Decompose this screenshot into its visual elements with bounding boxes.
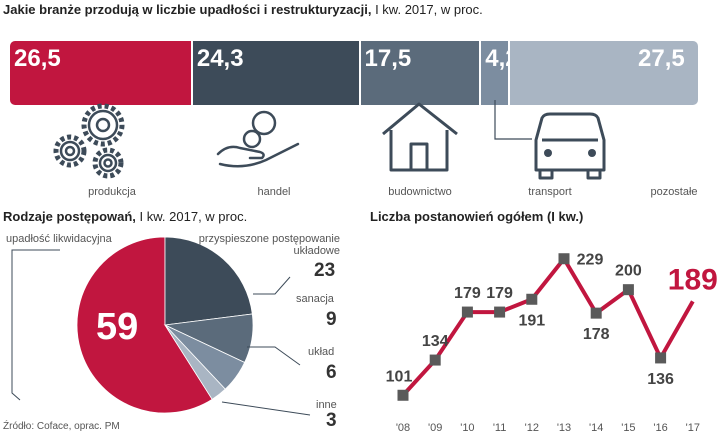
pie-slice-likwidacyjna <box>76 236 213 414</box>
industries-title-bold: Jakie branże przodują w liczbie upadłośc… <box>3 2 372 17</box>
bar-value-budownictwo: 17,5 <box>364 45 412 72</box>
data-label-'17: 189 <box>668 263 718 296</box>
leader-line-uklad <box>247 346 301 366</box>
data-point-'14 <box>590 307 602 319</box>
bar-segment-handel <box>192 41 359 105</box>
category-budownictwo: budownictwo <box>388 186 452 198</box>
x-tick-'08: '08 <box>396 422 410 434</box>
data-point-'09 <box>429 354 441 366</box>
pie-value-uklad: 6 <box>326 362 337 383</box>
x-tick-'16: '16 <box>653 422 667 434</box>
data-label-'14: 178 <box>583 326 610 343</box>
pie-label-przyspieszone-line1: przyspieszone postępowanie <box>198 233 340 245</box>
data-point-'11 <box>494 306 506 318</box>
bar-segment-produkcja <box>10 41 191 105</box>
pie-value-przyspieszone: 23 <box>314 260 336 281</box>
data-point-'13 <box>558 253 570 265</box>
procedures-title: Rodzaje postępowań, I kw. 2017, w proc. <box>3 209 247 224</box>
data-label-'12: 191 <box>518 312 545 329</box>
data-label-'08: 101 <box>386 368 413 385</box>
data-label-'16: 136 <box>647 371 674 388</box>
industries-title: Jakie branże przodują w liczbie upadłośc… <box>3 2 483 17</box>
pie-label-likwidacyjna: upadłość likwidacyjna <box>6 233 112 245</box>
x-tick-'17: '17 <box>686 422 700 434</box>
pie-slice-inne <box>164 324 226 400</box>
line-chart: 101 '08 134 '09 179 '10 179 '11 191 '12 229 '13 178 '… <box>386 252 718 434</box>
bar-value-pozostałe: 27,5 <box>638 45 685 72</box>
gears-icon <box>53 103 125 179</box>
x-tick-'10: '10 <box>460 422 474 434</box>
data-point-'08 <box>397 389 409 401</box>
bar-segment-transport <box>481 41 509 105</box>
x-tick-'13: '13 <box>557 422 571 434</box>
category-pozostale: pozostałe <box>650 186 698 198</box>
house-icon <box>382 102 458 172</box>
data-label-'11: 179 <box>486 285 513 302</box>
pie-label-uklad: układ <box>308 346 335 358</box>
category-transport: transport <box>528 186 572 198</box>
bar-segment-pozostałe <box>510 41 698 105</box>
data-point-'16 <box>655 352 667 364</box>
x-tick-'15: '15 <box>621 422 635 434</box>
pie-label-przyspieszone-line2: układowe <box>293 245 340 257</box>
bar-value-produkcja: 26,5 <box>14 45 61 72</box>
x-tick-'11: '11 <box>493 422 507 434</box>
industries-title-rest: I kw. 2017, w proc. <box>375 2 483 17</box>
car-icon <box>494 100 606 180</box>
category-handel: handel <box>257 186 291 198</box>
bar-segment-budownictwo <box>360 41 480 105</box>
pie-slice-przyspieszone <box>164 236 253 326</box>
pie-chart <box>11 236 311 416</box>
x-tick-'09: '09 <box>428 422 442 434</box>
hand-coin-icon <box>216 110 300 168</box>
procedures-title-rest: I kw. 2017, w proc. <box>139 209 248 224</box>
leader-line-sanacja <box>253 276 291 295</box>
x-tick-'14: '14 <box>589 422 603 434</box>
leader-line-likwidacyjna <box>11 249 60 401</box>
pie-value-likwidacyjna: 59 <box>96 306 139 348</box>
data-label-'13: 229 <box>577 252 604 269</box>
pie-label-przyspieszone: przyspieszone postępowanie układowe <box>196 233 340 257</box>
data-label-'15: 200 <box>615 263 642 280</box>
pie-value-inne: 3 <box>326 410 337 431</box>
data-point-'15 <box>622 284 634 296</box>
category-produkcja: produkcja <box>88 186 136 198</box>
leader-line-inne <box>221 401 311 416</box>
pie-value-sanacja: 9 <box>326 309 337 330</box>
x-tick-'12: '12 <box>525 422 539 434</box>
data-label-'10: 179 <box>454 285 481 302</box>
line-chart-title: Liczba postanowień ogółem (I kw.) <box>370 209 584 224</box>
data-label-'09: 134 <box>422 333 449 350</box>
pie-label-inne: inne <box>316 399 337 411</box>
source-note: Źródło: Coface, oprac. PM <box>3 421 120 432</box>
pie-label-sanacja: sanacja <box>296 293 334 305</box>
procedures-title-bold: Rodzaje postępowań, <box>3 209 136 224</box>
series-line <box>401 256 695 397</box>
bar-value-handel: 24,3 <box>196 45 244 72</box>
data-point-'12 <box>526 293 538 305</box>
data-point-'10 <box>461 306 473 318</box>
